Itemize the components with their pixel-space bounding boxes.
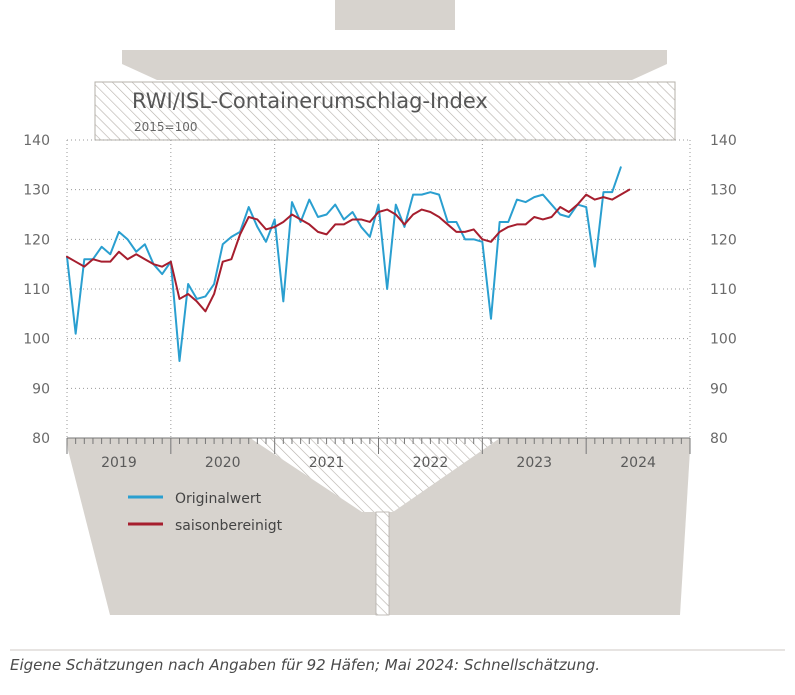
series-line-adjusted	[66, 188, 631, 313]
y-tick-label-right: 90	[710, 381, 728, 397]
y-tick-label-left: 140	[23, 133, 50, 149]
ship-illustration	[67, 0, 690, 616]
y-tick-label-right: 100	[710, 332, 737, 348]
y-tick-label-right: 80	[710, 431, 728, 447]
footnote: Eigene Schätzungen nach Angaben für 92 H…	[10, 656, 601, 674]
year-label: 2024	[620, 455, 656, 471]
ship-hull-hatch	[250, 438, 500, 512]
ship-keel-line	[375, 511, 390, 616]
chart-subtitle: 2015=100	[134, 120, 198, 134]
x-axis-year-labels: 2019 2020 2021 2022 2023 2024	[101, 455, 656, 471]
y-tick-label-right: 120	[710, 232, 737, 248]
y-axis-right: 80 90 100 110 120 130 140	[710, 133, 737, 447]
legend-label-original: Originalwert	[175, 491, 262, 507]
legend-label-adjusted: saisonbereinigt	[175, 518, 283, 534]
legend: Originalwert saisonbereinigt	[128, 491, 283, 534]
ship-funnel	[335, 0, 455, 30]
y-tick-label-left: 120	[23, 232, 50, 248]
ship-title-plate	[94, 81, 676, 141]
y-tick-label-right: 140	[710, 133, 737, 149]
y-tick-label-left: 110	[23, 282, 50, 298]
y-tick-label-left: 90	[32, 381, 50, 397]
year-label: 2023	[516, 455, 552, 471]
chart-title: RWI/ISL-Containerumschlag-Index	[132, 89, 488, 113]
x-axis-ticks	[66, 437, 691, 454]
y-tick-label-right: 110	[710, 282, 737, 298]
year-label: 2021	[309, 455, 345, 471]
grid	[66, 139, 691, 439]
ship-bridge	[122, 50, 667, 80]
y-tick-label-left: 100	[23, 332, 50, 348]
year-label: 2022	[413, 455, 449, 471]
year-label: 2019	[101, 455, 137, 471]
ship-keel	[376, 512, 389, 615]
series-line-original	[66, 166, 622, 363]
year-label: 2020	[205, 455, 241, 471]
series-group	[66, 166, 631, 363]
y-tick-label-right: 130	[710, 183, 737, 199]
y-tick-label-left: 130	[23, 183, 50, 199]
y-tick-label-left: 80	[32, 431, 50, 447]
y-axis-left: 80 90 100 110 120 130 140	[23, 133, 50, 447]
